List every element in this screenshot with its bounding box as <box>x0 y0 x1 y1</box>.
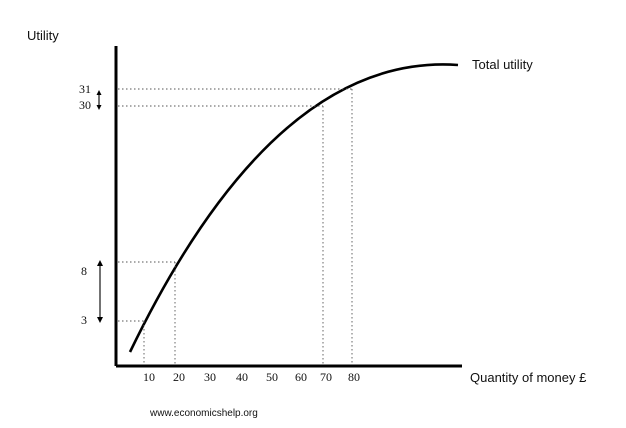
total-utility-curve <box>128 63 459 353</box>
change-arrow-3-8 <box>97 260 103 323</box>
change-arrow-30-31 <box>96 90 102 110</box>
guide-lines <box>118 88 353 364</box>
x-tick-label-60: 60 <box>295 370 307 384</box>
x-tick-label-50: 50 <box>266 370 278 384</box>
x-tick-label-20: 20 <box>173 370 185 384</box>
x-axis-title: Quantity of money £ <box>470 370 587 385</box>
x-tick-label-70: 70 <box>320 370 332 384</box>
y-axis-title: Utility <box>27 28 59 43</box>
source-credit: www.economicshelp.org <box>149 408 258 419</box>
curve-label: Total utility <box>472 57 533 72</box>
x-tick-label-30: 30 <box>204 370 216 384</box>
x-tick-label-80: 80 <box>348 370 360 384</box>
y-tick-label-3: 3 <box>81 313 87 327</box>
y-tick-label-31: 31 <box>79 82 91 96</box>
x-tick-label-10: 10 <box>143 370 155 384</box>
x-tick-label-40: 40 <box>236 370 248 384</box>
y-tick-label-30: 30 <box>79 98 91 112</box>
y-tick-label-8: 8 <box>81 264 87 278</box>
